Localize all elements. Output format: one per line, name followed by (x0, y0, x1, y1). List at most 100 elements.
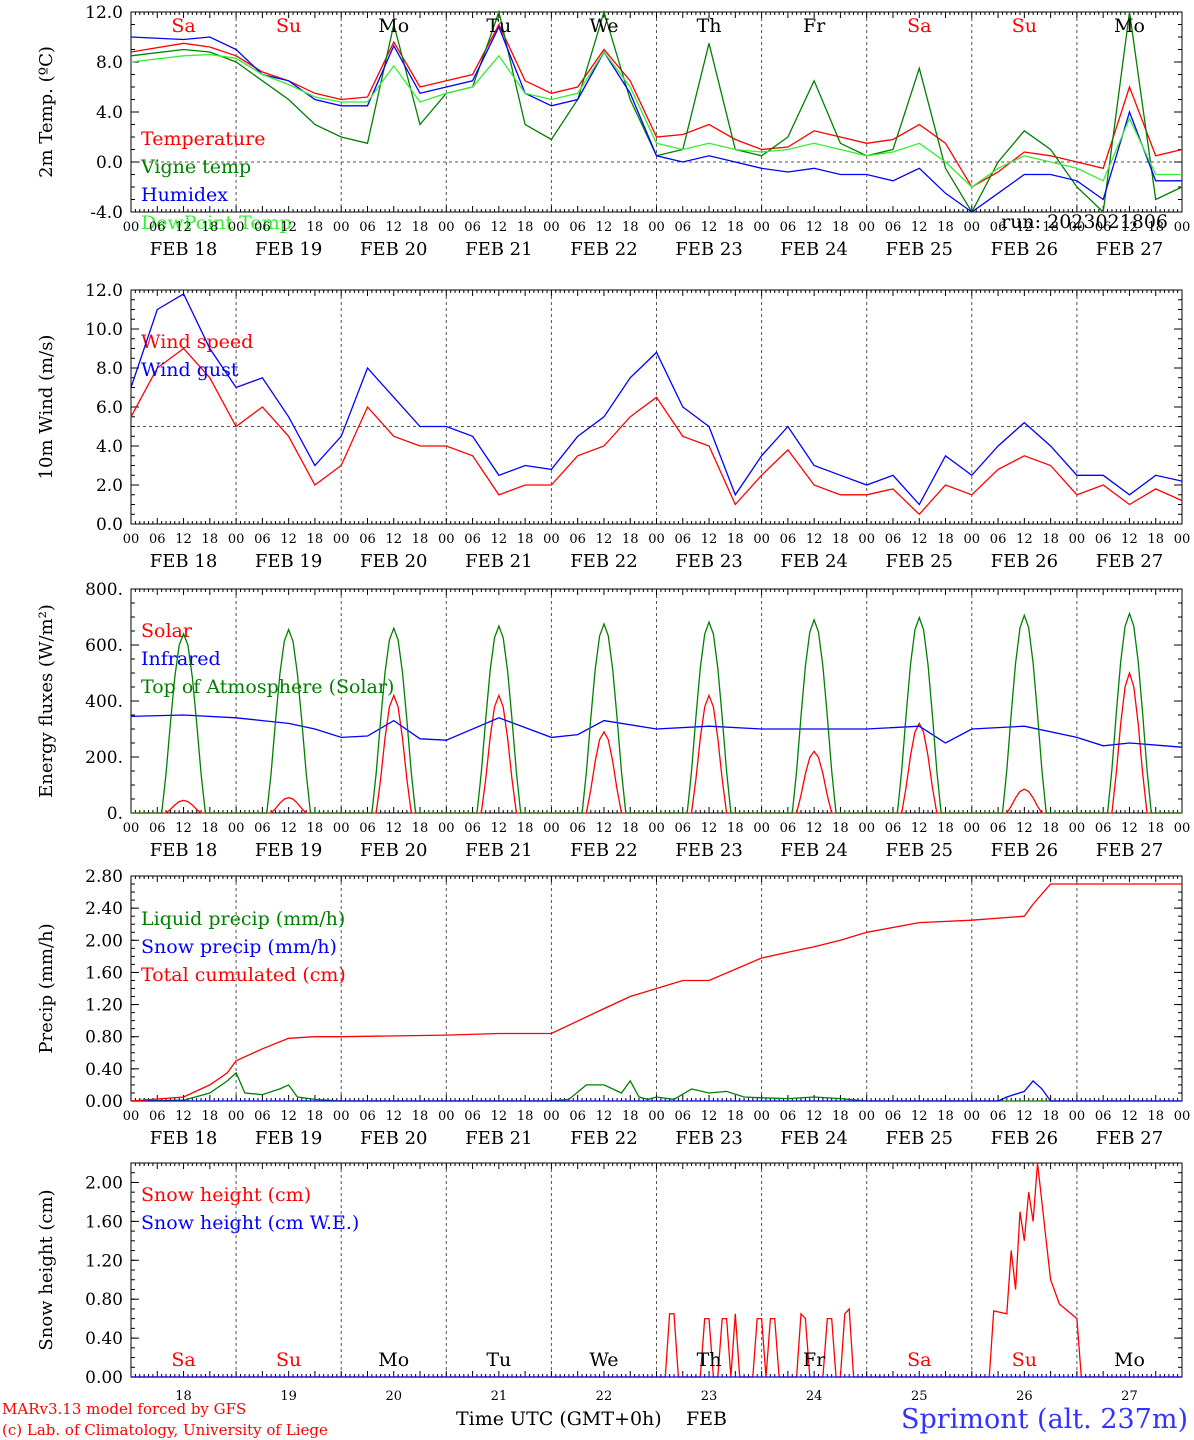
x-hour-label: 00 (964, 1109, 981, 1124)
x-hour-label: 00 (228, 1109, 245, 1124)
x-day-label: FEB 27 (1096, 239, 1163, 260)
series-line-3 (131, 611, 1182, 814)
x-hour-label: 18 (517, 532, 534, 547)
axis-temperature: -4.0 0.0 4.0 8.0 12.0 2m Temp. (ºC) Temperatur… (36, 3, 1190, 260)
x-hour-label: 06 (569, 821, 586, 836)
x-hour-label: 12 (1121, 821, 1138, 836)
x-hour-label: 00 (543, 532, 560, 547)
x-hour-label: 00 (228, 532, 245, 547)
x-day-label: FEB 20 (360, 840, 427, 861)
x-hour-label: 18 (517, 220, 534, 235)
x-hour-label: 18 (832, 1109, 849, 1124)
y-axis-label: Snow height (cm) (36, 1189, 57, 1350)
x-hour-label: 18 (832, 220, 849, 235)
x-hour-label: 18 (517, 821, 534, 836)
x-hour-label: 12 (175, 532, 192, 547)
x-hour-label: 12 (175, 821, 192, 836)
x-hour-label: 18 (832, 532, 849, 547)
x-day-label: FEB 18 (150, 1128, 217, 1149)
x-hour-label: 00 (858, 821, 875, 836)
x-day-label: FEB 21 (465, 1128, 532, 1149)
x-hour-label: 18 (202, 220, 219, 235)
y-tick-label: 2.00 (85, 931, 123, 951)
x-day-label: FEB 22 (570, 239, 637, 260)
x-day-label: FEB 26 (991, 551, 1058, 572)
x-hour-label: 18 (412, 821, 429, 836)
series-line-2 (130, 9, 1183, 214)
x-hour-label: 12 (596, 532, 613, 547)
x-hour-label: 00 (123, 821, 140, 836)
series-line-3 (130, 25, 1182, 213)
x-hour-label: 00 (858, 1109, 875, 1124)
y-axis-label: 2m Temp. (ºC) (36, 46, 57, 178)
bottom-day-number: 22 (596, 1389, 613, 1404)
bottom-day-number: 26 (1016, 1389, 1033, 1404)
legend-entry: Humidex (141, 184, 228, 206)
axis-energy: 0. 200. 400. 600. 800. Energy fluxes (W/m²) So… (36, 580, 1190, 861)
legend-entry: Solar (141, 620, 193, 642)
weekday-label: Sa (907, 15, 931, 37)
x-day-label: FEB 19 (255, 551, 322, 572)
x-hour-label: 00 (1069, 220, 1086, 235)
station-label: Sprimont (alt. 237m) (901, 1404, 1188, 1435)
x-hour-label: 06 (254, 1109, 271, 1124)
x-hour-label: 00 (438, 220, 455, 235)
x-hour-label: 12 (280, 220, 297, 235)
x-hour-label: 06 (464, 1109, 481, 1124)
x-hour-label: 18 (307, 821, 324, 836)
x-hour-label: 12 (491, 532, 508, 547)
x-hour-label: 12 (596, 220, 613, 235)
bottom-day-number: 27 (1121, 1389, 1138, 1404)
x-hour-label: 18 (202, 821, 219, 836)
x-hour-label: 12 (911, 532, 928, 547)
y-tick-label: 400. (85, 692, 123, 712)
y-tick-label: 4.0 (96, 103, 123, 123)
legend-entry: Snow height (cm W.E.) (141, 1212, 359, 1234)
y-tick-label: 2.80 (85, 867, 123, 887)
x-hour-label: 06 (780, 821, 797, 836)
x-day-label: FEB 27 (1096, 840, 1163, 861)
y-tick-label: 2.0 (96, 476, 123, 496)
x-hour-label: 18 (307, 220, 324, 235)
y-axis-label: 10m Wind (m/s) (36, 335, 57, 480)
x-hour-label: 12 (385, 821, 402, 836)
weekday-label: Mo (378, 15, 409, 37)
x-hour-label: 00 (1069, 532, 1086, 547)
y-tick-label: 0.00 (85, 1092, 123, 1112)
x-day-label: FEB 22 (570, 840, 637, 861)
x-hour-label: 12 (1016, 532, 1033, 547)
x-day-label: FEB 18 (150, 551, 217, 572)
series-line-1 (130, 347, 1183, 516)
x-hour-label: 06 (675, 1109, 692, 1124)
y-tick-label: 800. (85, 580, 123, 600)
x-hour-label: 12 (701, 220, 718, 235)
x-hour-label: 12 (385, 220, 402, 235)
x-hour-label: 12 (1016, 1109, 1033, 1124)
x-hour-label: 00 (333, 821, 350, 836)
x-hour-label: 06 (780, 1109, 797, 1124)
x-hour-label: 18 (937, 821, 954, 836)
x-hour-label: 06 (885, 821, 902, 836)
legend-entry: DewPoint Temp (141, 212, 292, 234)
x-hour-label: 00 (123, 532, 140, 547)
x-hour-label: 00 (1069, 821, 1086, 836)
x-hour-label: 18 (202, 532, 219, 547)
x-hour-label: 06 (675, 220, 692, 235)
x-hour-label: 18 (1147, 821, 1164, 836)
x-hour-label: 00 (648, 220, 665, 235)
x-hour-label: 12 (175, 1109, 192, 1124)
plot-frame (130, 588, 1183, 814)
weekday-label: Fr (803, 15, 826, 37)
x-day-label: FEB 26 (991, 840, 1058, 861)
legend-entry: Top of Atmosphere (Solar) (141, 676, 394, 698)
x-hour-label: 18 (412, 220, 429, 235)
x-hour-label: 12 (491, 821, 508, 836)
x-hour-label: 00 (753, 532, 770, 547)
x-hour-label: 06 (359, 1109, 376, 1124)
x-hour-label: 12 (1016, 220, 1033, 235)
x-day-label: FEB 19 (255, 1128, 322, 1149)
x-hour-label: 12 (1016, 821, 1033, 836)
x-hour-label: 00 (333, 1109, 350, 1124)
x-hour-label: 18 (727, 220, 744, 235)
